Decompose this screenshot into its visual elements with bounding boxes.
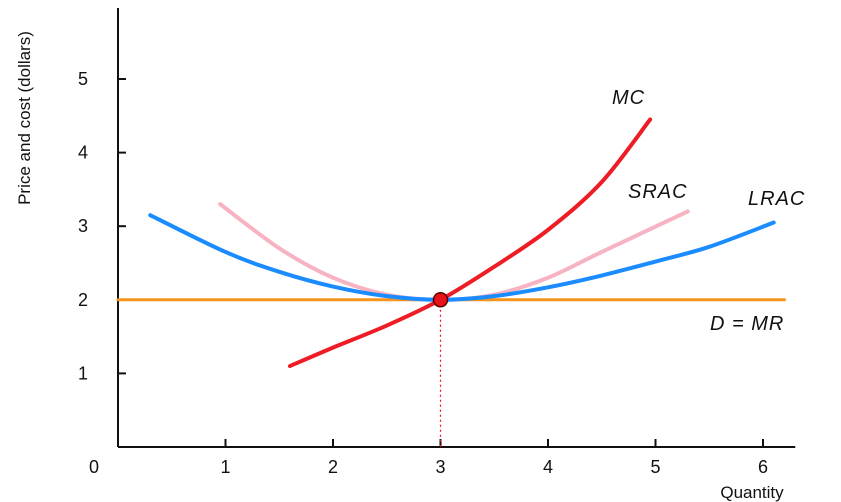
equilibrium-point <box>432 292 449 308</box>
series-srac-line <box>218 202 690 302</box>
curves <box>116 117 786 369</box>
x-tick-label: 3 <box>435 457 445 477</box>
y-axis-title: Price and cost (dollars) <box>15 31 34 205</box>
x-axis-title: Quantity <box>720 483 784 502</box>
series-lrac-label: LRAC <box>748 188 805 210</box>
series-mc-label: MC <box>612 87 645 109</box>
origin-label: 0 <box>89 457 99 477</box>
x-tick-label: 1 <box>220 457 230 477</box>
axes: 1 2 3 4 5 1 2 3 4 5 6 0 <box>78 8 796 477</box>
labels: Price and cost (dollars) Quantity MC SRAC LR… <box>15 31 805 502</box>
y-tick-label: 5 <box>78 69 88 89</box>
series-mc-line <box>288 117 653 369</box>
y-tick-label: 4 <box>78 143 88 163</box>
y-tick-label: 1 <box>78 363 88 383</box>
y-tick-label: 3 <box>78 216 88 236</box>
x-tick-label: 5 <box>650 457 660 477</box>
y-tick-label: 2 <box>78 290 88 310</box>
x-tick-label: 2 <box>328 457 338 477</box>
series-srac-label: SRAC <box>628 181 688 203</box>
series-d-mr-label: D = MR <box>710 313 784 335</box>
x-tick-label: 4 <box>543 457 553 477</box>
x-tick-label: 6 <box>758 457 768 477</box>
series-lrac-line <box>148 213 776 302</box>
